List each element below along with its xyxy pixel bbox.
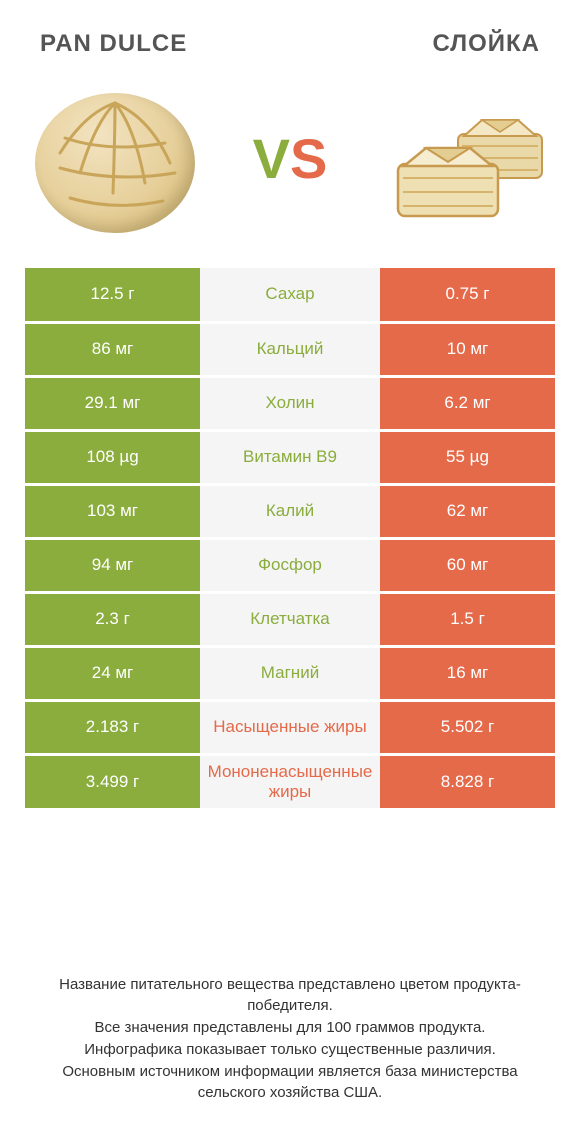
nutrient-label-cell: Витамин B9 [200,430,380,484]
vs-label: VS [253,126,328,191]
table-row: 103 мгКалий62 мг [25,484,555,538]
left-value-cell: 2.183 г [25,700,200,754]
images-row: VS [0,68,580,268]
nutrient-label-cell: Кальций [200,322,380,376]
puff-pastry-icon [380,88,550,228]
left-product-image [30,78,200,238]
right-product-image [380,78,550,238]
comparison-table: 12.5 гСахар0.75 г86 мгКальций10 мг29.1 м… [25,268,555,808]
left-value-cell: 12.5 г [25,268,200,322]
table-row: 86 мгКальций10 мг [25,322,555,376]
table-row: 108 µgВитамин B955 µg [25,430,555,484]
vs-v: V [253,127,290,190]
nutrient-label-cell: Калий [200,484,380,538]
nutrient-label-cell: Холин [200,376,380,430]
right-value-cell: 0.75 г [380,268,555,322]
nutrient-label-cell: Мононенасыщенные жиры [200,754,380,808]
left-value-cell: 2.3 г [25,592,200,646]
left-value-cell: 24 мг [25,646,200,700]
left-value-cell: 29.1 мг [25,376,200,430]
nutrient-label-cell: Фосфор [200,538,380,592]
table-row: 2.183 гНасыщенные жиры5.502 г [25,700,555,754]
nutrient-label-cell: Сахар [200,268,380,322]
table-row: 94 мгФосфор60 мг [25,538,555,592]
nutrient-label-cell: Магний [200,646,380,700]
table-row: 29.1 мгХолин6.2 мг [25,376,555,430]
right-product-title: Слойка [433,30,540,58]
left-product-title: Pan dulce [40,30,187,58]
right-value-cell: 8.828 г [380,754,555,808]
table-row: 12.5 гСахар0.75 г [25,268,555,322]
footnote-line: Основным источником информации является … [62,1063,517,1102]
footnote: Название питательного вещества представл… [40,974,540,1105]
left-value-cell: 94 мг [25,538,200,592]
footnote-line: Название питательного вещества представл… [59,976,521,1015]
right-value-cell: 16 мг [380,646,555,700]
right-value-cell: 1.5 г [380,592,555,646]
table-row: 24 мгМагний16 мг [25,646,555,700]
right-value-cell: 5.502 г [380,700,555,754]
left-value-cell: 3.499 г [25,754,200,808]
header: Pan dulce Слойка [0,0,580,68]
nutrient-label-cell: Клетчатка [200,592,380,646]
concha-icon [35,83,195,233]
left-value-cell: 86 мг [25,322,200,376]
left-value-cell: 103 мг [25,484,200,538]
right-value-cell: 55 µg [380,430,555,484]
footnote-line: Инфографика показывает только существенн… [84,1041,496,1058]
nutrient-label-cell: Насыщенные жиры [200,700,380,754]
right-value-cell: 62 мг [380,484,555,538]
vs-s: S [290,127,327,190]
right-value-cell: 10 мг [380,322,555,376]
right-value-cell: 60 мг [380,538,555,592]
table-row: 3.499 гМононенасыщенные жиры8.828 г [25,754,555,808]
left-value-cell: 108 µg [25,430,200,484]
table-row: 2.3 гКлетчатка1.5 г [25,592,555,646]
footnote-line: Все значения представлены для 100 граммо… [95,1019,486,1036]
right-value-cell: 6.2 мг [380,376,555,430]
